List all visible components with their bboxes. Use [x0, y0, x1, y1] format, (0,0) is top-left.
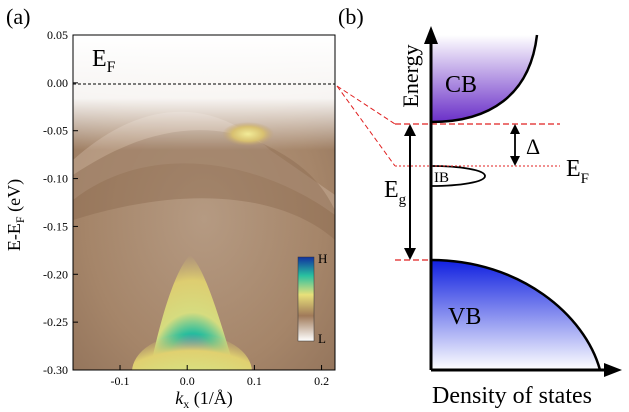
ib-label: IB — [434, 170, 449, 186]
panel-a-label: (a) — [6, 4, 30, 29]
inset-ef-label: EF — [92, 46, 116, 76]
panel-b-label: (b) — [338, 4, 364, 29]
cb-label: CB — [445, 72, 477, 98]
colorbar-high-label: H — [318, 251, 327, 266]
y-axis-ticks: 0.05 0.00 -0.05 -0.10 -0.15 -0.20 -0.25 -0.30 — [43, 28, 78, 377]
colorbar — [297, 256, 315, 342]
y-tick-label: -0.10 — [43, 172, 68, 186]
y-tick-label: -0.25 — [43, 315, 68, 329]
vb-label: VB — [448, 304, 481, 330]
y-tick-label: -0.30 — [43, 363, 68, 377]
conduction-band — [431, 35, 537, 122]
delta-arrow-head-top — [510, 124, 520, 134]
gap-arrow-head-top — [404, 124, 416, 136]
gap-arrow-head-bottom — [404, 248, 416, 260]
panel-b: (b) CB VB IB Energy Density of states Eg — [338, 4, 622, 409]
y-tick-label: -0.05 — [43, 124, 68, 138]
x-tick-label: 0.2 — [314, 374, 329, 388]
x-tick-label: 0.1 — [247, 374, 262, 388]
connector-line-bottom — [336, 85, 396, 167]
dos-axis-arrow — [604, 363, 622, 377]
x-axis-label: kx (1/Å) — [175, 388, 233, 411]
y-tick-label: -0.15 — [43, 219, 68, 233]
colorbar-low-label: L — [318, 331, 326, 346]
x-tick-label: -0.1 — [111, 374, 130, 388]
x-axis-ticks: -0.1 0.0 0.1 0.2 — [111, 365, 329, 388]
energy-axis-label: Energy — [398, 44, 423, 107]
y-axis-label: E-EF (eV) — [4, 179, 27, 251]
valence-band — [431, 260, 600, 370]
y-tick-label: 0.00 — [47, 76, 68, 90]
ef-label: EF — [566, 156, 589, 187]
arpes-spectrum — [73, 35, 335, 370]
energy-axis-arrow — [424, 26, 438, 44]
delta-label: Δ — [526, 134, 540, 159]
plot-frame — [72, 34, 336, 371]
dos-axis-label: Density of states — [432, 383, 592, 409]
y-tick-label: 0.05 — [47, 28, 68, 42]
vb-edge-curve — [430, 258, 602, 371]
impurity-band — [430, 165, 486, 187]
connector-line-top — [336, 85, 396, 125]
gap-label: Eg — [384, 177, 407, 208]
x-tick-label: 0.0 — [180, 374, 195, 388]
y-tick-label: -0.20 — [43, 267, 68, 281]
cb-edge-curve — [430, 34, 539, 124]
panel-a: (a) EF 0.05 0.00 -0.05 -0.10 -0.15 -0.20 -0.25… — [4, 4, 336, 411]
delta-arrow-head-bottom — [510, 156, 520, 166]
